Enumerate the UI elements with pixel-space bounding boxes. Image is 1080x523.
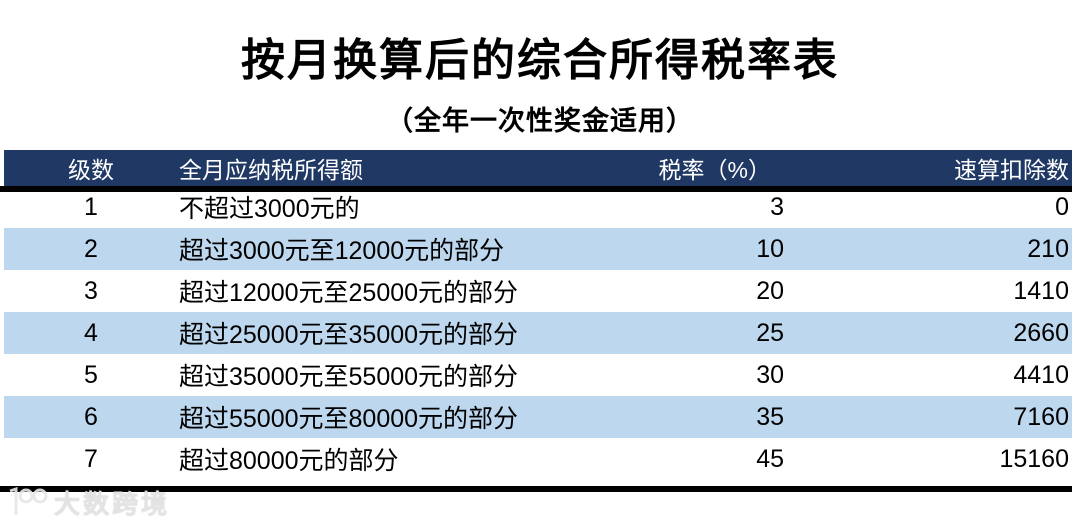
cell-level: 1 <box>84 192 98 221</box>
table-bottom-line <box>0 486 1072 492</box>
table-row: 1 不超过3000元的 3 0 <box>4 186 1072 228</box>
table-row: 2 超过3000元至12000元的部分 10 210 <box>4 228 1072 270</box>
cell-income: 超过3000元至12000元的部分 <box>179 237 505 265</box>
cell-level: 2 <box>84 234 98 263</box>
cell-level: 6 <box>84 402 98 431</box>
column-header-deduction: 速算扣除数 <box>954 157 1069 183</box>
cell-income: 超过35000元至55000元的部分 <box>179 363 519 391</box>
cell-rate: 20 <box>756 276 784 305</box>
table-header-row: 级数 全月应纳税所得额 税率（%） 速算扣除数 <box>4 150 1072 186</box>
header-divider-line <box>0 186 1072 192</box>
cell-rate: 35 <box>756 402 784 431</box>
cell-rate: 10 <box>756 234 784 263</box>
cell-income: 超过12000元至25000元的部分 <box>179 279 519 307</box>
cell-income: 不超过3000元的 <box>179 195 360 223</box>
tax-rate-table: 级数 全月应纳税所得额 税率（%） 速算扣除数 1 不超过3000元的 3 0 … <box>4 150 1072 480</box>
column-header-income: 全月应纳税所得额 <box>179 157 363 183</box>
cell-rate: 3 <box>770 192 784 221</box>
page-title: 按月换算后的综合所得税率表 <box>241 36 839 85</box>
cell-income: 超过55000元至80000元的部分 <box>179 405 519 433</box>
cell-level: 5 <box>84 360 98 389</box>
table-row: 4 超过25000元至35000元的部分 25 2660 <box>4 312 1072 354</box>
cell-deduction: 4410 <box>1013 360 1069 389</box>
cell-level: 3 <box>84 276 98 305</box>
column-header-level: 级数 <box>68 157 114 183</box>
cell-deduction: 1410 <box>1013 276 1069 305</box>
cell-deduction: 210 <box>1027 234 1069 263</box>
table-row: 5 超过35000元至55000元的部分 30 4410 <box>4 354 1072 396</box>
table-row: 3 超过12000元至25000元的部分 20 1410 <box>4 270 1072 312</box>
cell-rate: 25 <box>756 318 784 347</box>
cell-deduction: 0 <box>1055 192 1069 221</box>
cell-income: 超过80000元的部分 <box>179 447 399 475</box>
column-header-rate: 税率（%） <box>658 157 771 183</box>
cell-level: 7 <box>84 444 98 473</box>
cell-deduction: 2660 <box>1013 318 1069 347</box>
cell-rate: 45 <box>756 444 784 473</box>
cell-rate: 30 <box>756 360 784 389</box>
cell-income: 超过25000元至35000元的部分 <box>179 321 519 349</box>
table-row: 6 超过55000元至80000元的部分 35 7160 <box>4 396 1072 438</box>
cell-deduction: 7160 <box>1013 402 1069 431</box>
cell-level: 4 <box>84 318 98 347</box>
table-row: 7 超过80000元的部分 45 15160 <box>4 438 1072 480</box>
cell-deduction: 15160 <box>999 444 1069 473</box>
page-subtitle: （全年一次性奖金适用） <box>386 106 694 136</box>
